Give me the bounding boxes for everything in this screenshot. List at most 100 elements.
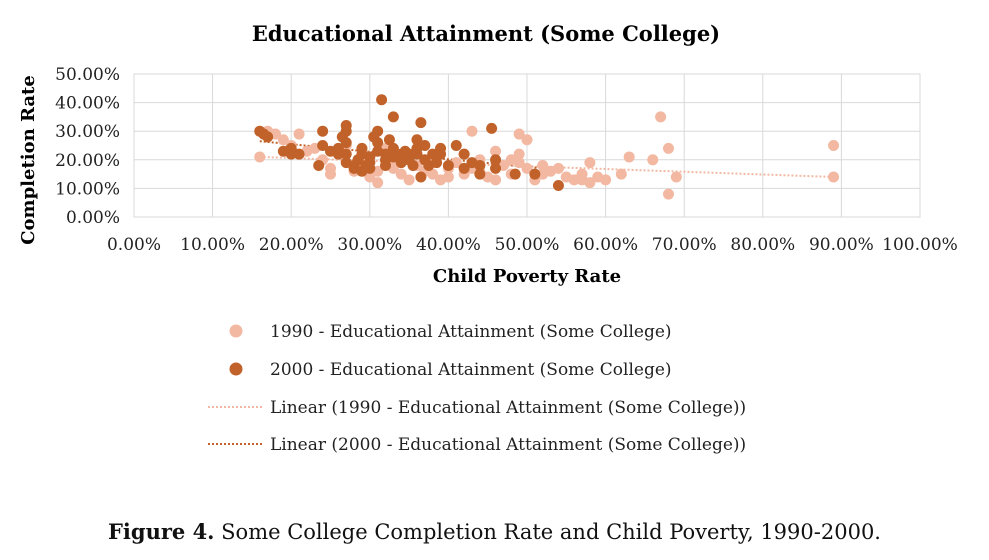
data-point-2000 bbox=[293, 148, 305, 160]
data-point-2000 bbox=[458, 148, 470, 160]
data-point-1990 bbox=[466, 125, 478, 137]
data-point-1990 bbox=[513, 148, 525, 160]
data-point-2000 bbox=[415, 117, 427, 129]
chart-title: Educational Attainment (Some College) bbox=[252, 21, 720, 46]
data-point-2000 bbox=[262, 131, 274, 143]
x-tick-label: 90.00% bbox=[809, 235, 874, 255]
chart-panel: Educational Attainment (Some College) 0.… bbox=[18, 21, 958, 455]
data-point-2000 bbox=[411, 134, 423, 146]
data-point-2000 bbox=[313, 160, 325, 172]
data-point-1990 bbox=[427, 168, 439, 180]
data-point-1990 bbox=[521, 162, 533, 174]
legend-marker bbox=[229, 324, 243, 338]
legend-label: Linear (2000 - Educational Attainment (S… bbox=[270, 435, 746, 455]
data-point-1990 bbox=[254, 151, 266, 163]
data-point-2000 bbox=[340, 137, 352, 149]
data-point-1990 bbox=[828, 140, 840, 151]
x-tick-label: 70.00% bbox=[652, 235, 717, 255]
legend-2000: 2000 - Educational Attainment (Some Coll… bbox=[229, 360, 672, 380]
data-point-2000 bbox=[450, 140, 462, 151]
x-tick-label: 40.00% bbox=[416, 235, 481, 255]
y-tick-label: 30.00% bbox=[55, 122, 120, 142]
x-tick-label: 100.00% bbox=[882, 235, 958, 255]
data-point-1990 bbox=[647, 154, 659, 166]
data-point-2000 bbox=[435, 148, 447, 160]
data-point-2000 bbox=[407, 160, 419, 172]
data-point-1990 bbox=[670, 171, 682, 183]
legend-linear-1990: Linear (1990 - Educational Attainment (S… bbox=[208, 398, 746, 418]
x-tick-label: 80.00% bbox=[730, 235, 795, 255]
data-point-2000 bbox=[509, 168, 521, 180]
data-point-1990 bbox=[325, 168, 336, 180]
data-point-2000 bbox=[364, 162, 376, 174]
data-point-1990 bbox=[828, 171, 840, 183]
plot-area-border bbox=[133, 73, 921, 218]
data-point-1990 bbox=[490, 174, 502, 186]
data-point-2000 bbox=[427, 148, 439, 160]
data-point-1990 bbox=[293, 128, 305, 140]
x-tick-labels: 0.00% 10.00% 20.00% 30.00% 40.00% 50.00% 60.00… bbox=[107, 235, 958, 255]
data-point-1990 bbox=[513, 128, 525, 140]
scatter-chart: Educational Attainment (Some College) 0.… bbox=[18, 21, 958, 455]
x-tick-label: 60.00% bbox=[573, 235, 638, 255]
data-point-1990 bbox=[655, 111, 667, 123]
x-axis-title: Child Poverty Rate bbox=[433, 266, 621, 287]
x-tick-label: 0.00% bbox=[107, 235, 161, 255]
data-point-2000 bbox=[458, 162, 470, 174]
data-point-1990 bbox=[552, 162, 564, 174]
data-point-1990 bbox=[403, 174, 415, 186]
data-point-2000 bbox=[380, 160, 392, 172]
legend-label: 1990 - Educational Attainment (Some Coll… bbox=[270, 322, 672, 342]
legend: 1990 - Educational Attainment (Some Coll… bbox=[208, 322, 746, 455]
data-point-1990 bbox=[623, 151, 635, 163]
data-point-2000 bbox=[383, 134, 395, 146]
data-point-1990 bbox=[600, 174, 612, 186]
data-points bbox=[254, 94, 840, 200]
data-point-1990 bbox=[568, 174, 580, 186]
data-point-2000 bbox=[442, 160, 454, 172]
data-point-1990 bbox=[521, 134, 533, 146]
gridlines bbox=[133, 73, 921, 218]
caption-label: Figure 4. bbox=[108, 519, 215, 544]
data-point-2000 bbox=[431, 157, 443, 169]
data-point-2000 bbox=[490, 154, 502, 166]
data-point-1990 bbox=[584, 157, 596, 169]
y-tick-label: 10.00% bbox=[55, 179, 120, 199]
y-tick-label: 20.00% bbox=[55, 151, 120, 171]
data-point-1990 bbox=[537, 160, 549, 172]
data-point-2000 bbox=[415, 171, 427, 183]
data-point-2000 bbox=[387, 111, 399, 123]
legend-1990: 1990 - Educational Attainment (Some Coll… bbox=[229, 322, 672, 342]
x-tick-label: 20.00% bbox=[259, 235, 324, 255]
figure-caption: Figure 4. Some College Completion Rate a… bbox=[0, 519, 989, 544]
data-point-2000 bbox=[529, 168, 541, 180]
data-point-2000 bbox=[474, 168, 486, 180]
x-tick-label: 50.00% bbox=[495, 235, 560, 255]
data-point-2000 bbox=[285, 142, 297, 154]
legend-label: Linear (1990 - Educational Attainment (S… bbox=[270, 398, 746, 418]
data-point-2000 bbox=[387, 142, 399, 154]
data-point-2000 bbox=[419, 140, 431, 151]
data-point-1990 bbox=[513, 157, 525, 169]
legend-label: 2000 - Educational Attainment (Some Coll… bbox=[270, 360, 672, 380]
data-point-2000 bbox=[372, 137, 384, 149]
data-point-1990 bbox=[395, 168, 407, 180]
data-point-2000 bbox=[332, 142, 344, 154]
data-point-1990 bbox=[584, 177, 596, 189]
data-point-2000 bbox=[486, 122, 498, 134]
data-point-2000 bbox=[317, 140, 329, 151]
data-point-2000 bbox=[490, 162, 502, 174]
data-point-1990 bbox=[442, 171, 454, 183]
data-point-2000 bbox=[474, 160, 486, 172]
data-point-1990 bbox=[662, 188, 674, 200]
x-tick-label: 30.00% bbox=[337, 235, 402, 255]
x-tick-label: 10.00% bbox=[180, 235, 245, 255]
caption-text: Some College Completion Rate and Child P… bbox=[214, 520, 881, 544]
data-point-2000 bbox=[552, 180, 564, 192]
data-point-2000 bbox=[376, 94, 388, 106]
y-tick-label: 40.00% bbox=[55, 94, 120, 114]
data-point-1990 bbox=[615, 168, 627, 180]
data-point-2000 bbox=[340, 125, 352, 137]
y-tick-label: 50.00% bbox=[55, 65, 120, 85]
data-point-2000 bbox=[411, 148, 423, 160]
